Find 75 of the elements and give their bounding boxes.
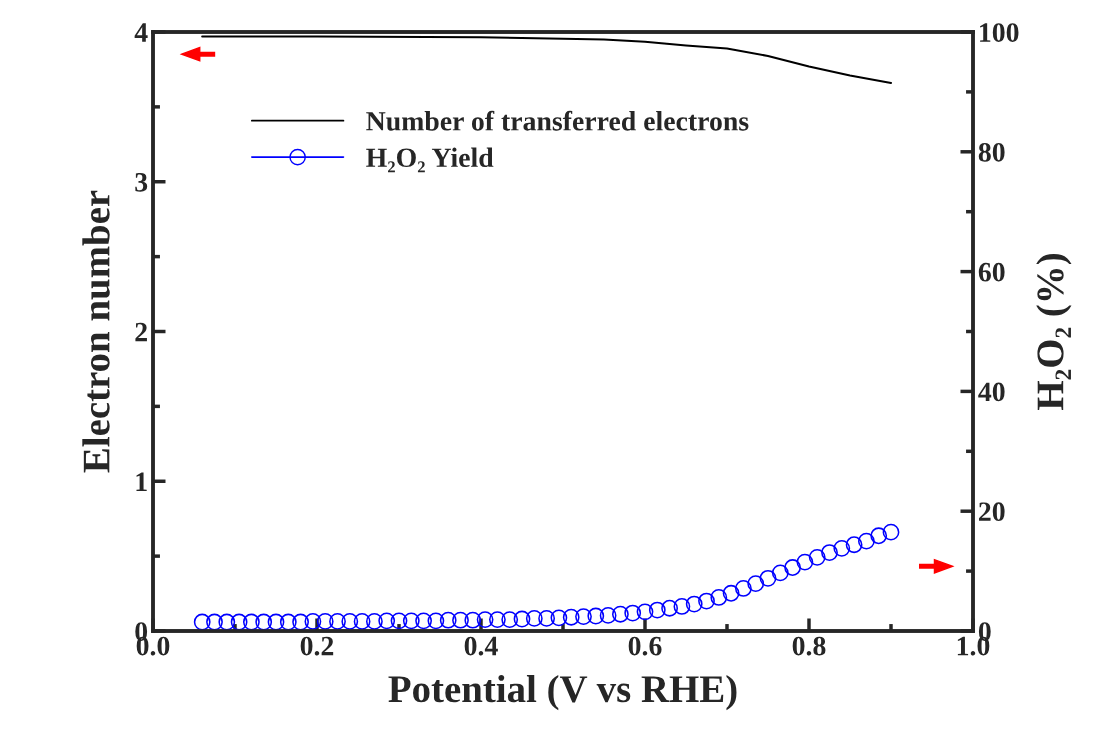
point [821, 544, 838, 561]
point [193, 613, 211, 631]
point [513, 610, 531, 628]
legend-label: Number of transferred electrons [366, 110, 749, 131]
line-series [201, 35, 893, 84]
x-axis-title: Potential (V vs RHE) [388, 674, 737, 711]
point [365, 613, 383, 630]
x-tick-label: 0.4 [464, 636, 498, 656]
y2-tick-label: 100 [980, 23, 1019, 42]
point [267, 613, 285, 631]
x-tick-label: 0.2 [300, 636, 334, 656]
point [833, 539, 851, 557]
y2-tick-label: 20 [979, 502, 1005, 522]
point [255, 613, 273, 631]
point [304, 613, 322, 630]
y-tick-label: 2 [135, 322, 147, 342]
point [698, 592, 715, 610]
point [870, 527, 888, 545]
point [427, 612, 445, 630]
point [747, 575, 765, 593]
point [230, 613, 248, 631]
point [329, 613, 346, 630]
point [587, 607, 605, 625]
point [525, 610, 543, 627]
y2-tick-label: 40 [978, 382, 1005, 402]
y-axis-title: Electron number [82, 190, 110, 473]
point [611, 605, 629, 623]
y2-axis-title: H₂O₂ (%) [1036, 254, 1072, 410]
point [390, 612, 408, 630]
point [464, 611, 482, 629]
point [771, 564, 789, 582]
point [710, 589, 728, 606]
point [341, 613, 359, 630]
point [648, 601, 666, 619]
point [538, 610, 556, 627]
point [734, 580, 752, 597]
point [562, 608, 580, 626]
point [673, 598, 691, 615]
x-tick-label: 0.8 [792, 636, 826, 656]
point [845, 536, 863, 554]
point [857, 532, 875, 550]
point [439, 611, 457, 629]
point [882, 523, 900, 541]
point [452, 611, 469, 629]
point [624, 604, 642, 622]
point [279, 613, 297, 631]
point [218, 613, 236, 631]
point [796, 553, 814, 571]
point [808, 548, 826, 566]
x-tick-label: 0.6 [628, 636, 662, 656]
point [316, 613, 334, 630]
point [378, 612, 396, 630]
point [415, 612, 433, 630]
point [476, 611, 494, 629]
point [353, 613, 371, 630]
point [685, 595, 703, 613]
point [292, 613, 310, 631]
point [402, 612, 420, 630]
y-tick-label: 1 [136, 472, 147, 491]
point [661, 599, 679, 617]
point [784, 559, 802, 576]
point [722, 584, 740, 602]
point [550, 609, 568, 627]
legend-label: H₂O₂ Yield [366, 147, 494, 173]
y2-tick-label: 60 [978, 262, 1005, 282]
point [575, 608, 592, 626]
point [488, 611, 506, 629]
point [636, 603, 654, 621]
point [501, 611, 519, 629]
y2-tick-label: 80 [978, 142, 1005, 162]
point [599, 607, 617, 624]
point [759, 569, 777, 587]
point [206, 613, 223, 631]
y-tick-label: 4 [134, 23, 148, 42]
y-tick-label: 3 [135, 172, 148, 192]
